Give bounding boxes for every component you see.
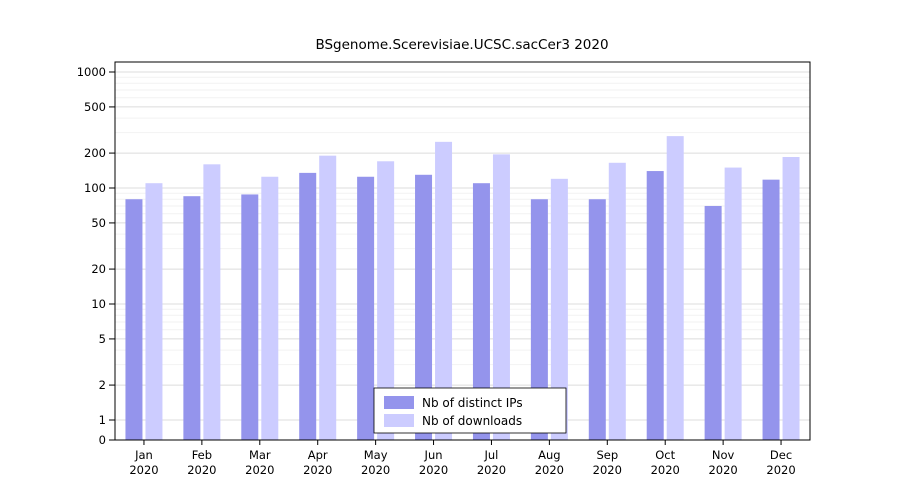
x-tick-label: Dec 2020 — [766, 448, 795, 477]
bar-downloads-aug — [550, 178, 568, 440]
legend: Nb of distinct IPs Nb of downloads — [373, 387, 567, 434]
bar-downloads-mar — [261, 176, 279, 441]
y-tick-label: 1 — [99, 413, 106, 427]
y-tick-label: 2 — [99, 378, 106, 392]
x-tick-label: Oct 2020 — [651, 448, 680, 477]
gridlines — [115, 71, 810, 421]
x-tick-label: Feb 2020 — [187, 448, 216, 477]
bar-downloads-may — [377, 161, 395, 440]
bar-downloads-apr — [319, 155, 337, 440]
x-tick-label: Jun 2020 — [419, 448, 448, 477]
plot-border — [114, 61, 811, 441]
x-tick-label: Mar 2020 — [245, 448, 274, 477]
y-tick-label: 20 — [91, 262, 106, 276]
legend-label-distinct-ips: Nb of distinct IPs — [422, 396, 523, 410]
y-tick-label: 500 — [84, 100, 106, 114]
y-tick-label: 50 — [91, 216, 106, 230]
bar-distinct-ips-feb — [183, 196, 201, 440]
legend-swatch-downloads — [384, 414, 414, 427]
bars — [125, 136, 800, 441]
bar-distinct-ips-aug — [530, 199, 548, 440]
bar-distinct-ips-nov — [704, 205, 722, 440]
bar-distinct-ips-mar — [241, 194, 259, 440]
y-tick-label: 200 — [84, 146, 106, 160]
x-tick-label: Aug 2020 — [535, 448, 564, 477]
bar-downloads-nov — [724, 167, 742, 440]
y-tick-label: 10 — [91, 297, 106, 311]
x-tick-label: Jan 2020 — [129, 448, 158, 477]
y-tick-label: 1000 — [77, 65, 106, 79]
bar-distinct-ips-jun — [415, 174, 433, 440]
bar-downloads-feb — [203, 164, 221, 440]
bar-distinct-ips-jan — [125, 199, 143, 440]
bar-distinct-ips-sep — [588, 199, 606, 440]
bar-downloads-jul — [492, 154, 510, 440]
x-tick-label: Nov 2020 — [708, 448, 737, 477]
x-tick-label: May 2020 — [361, 448, 390, 477]
legend-label-downloads: Nb of downloads — [422, 414, 522, 428]
bar-distinct-ips-jul — [472, 183, 490, 440]
bar-downloads-jun — [435, 141, 453, 440]
y-tick-label: 5 — [99, 332, 106, 346]
bar-distinct-ips-dec — [762, 179, 780, 440]
bar-downloads-dec — [782, 157, 800, 441]
axes: 0 1 2 5 10 20 50 100 200 500 1000 Jan 2020 Feb 2020 Mar… — [77, 65, 796, 477]
x-tick-label: Jul 2020 — [477, 448, 506, 477]
chart-title: BSgenome.Scerevisiae.UCSC.sacCer3 2020 — [315, 37, 608, 53]
x-tick-label: Sep 2020 — [593, 448, 622, 477]
y-tick-label: 0 — [99, 433, 106, 447]
bar-downloads-sep — [608, 162, 626, 441]
x-tick-label: Apr 2020 — [303, 448, 332, 477]
bar-distinct-ips-oct — [646, 171, 664, 441]
bar-distinct-ips-apr — [299, 172, 317, 440]
y-tick-label: 100 — [84, 181, 106, 195]
bar-distinct-ips-may — [357, 176, 375, 441]
bar-downloads-oct — [666, 136, 684, 440]
legend-swatch-distinct-ips — [384, 396, 414, 409]
bar-downloads-jan — [145, 183, 163, 440]
